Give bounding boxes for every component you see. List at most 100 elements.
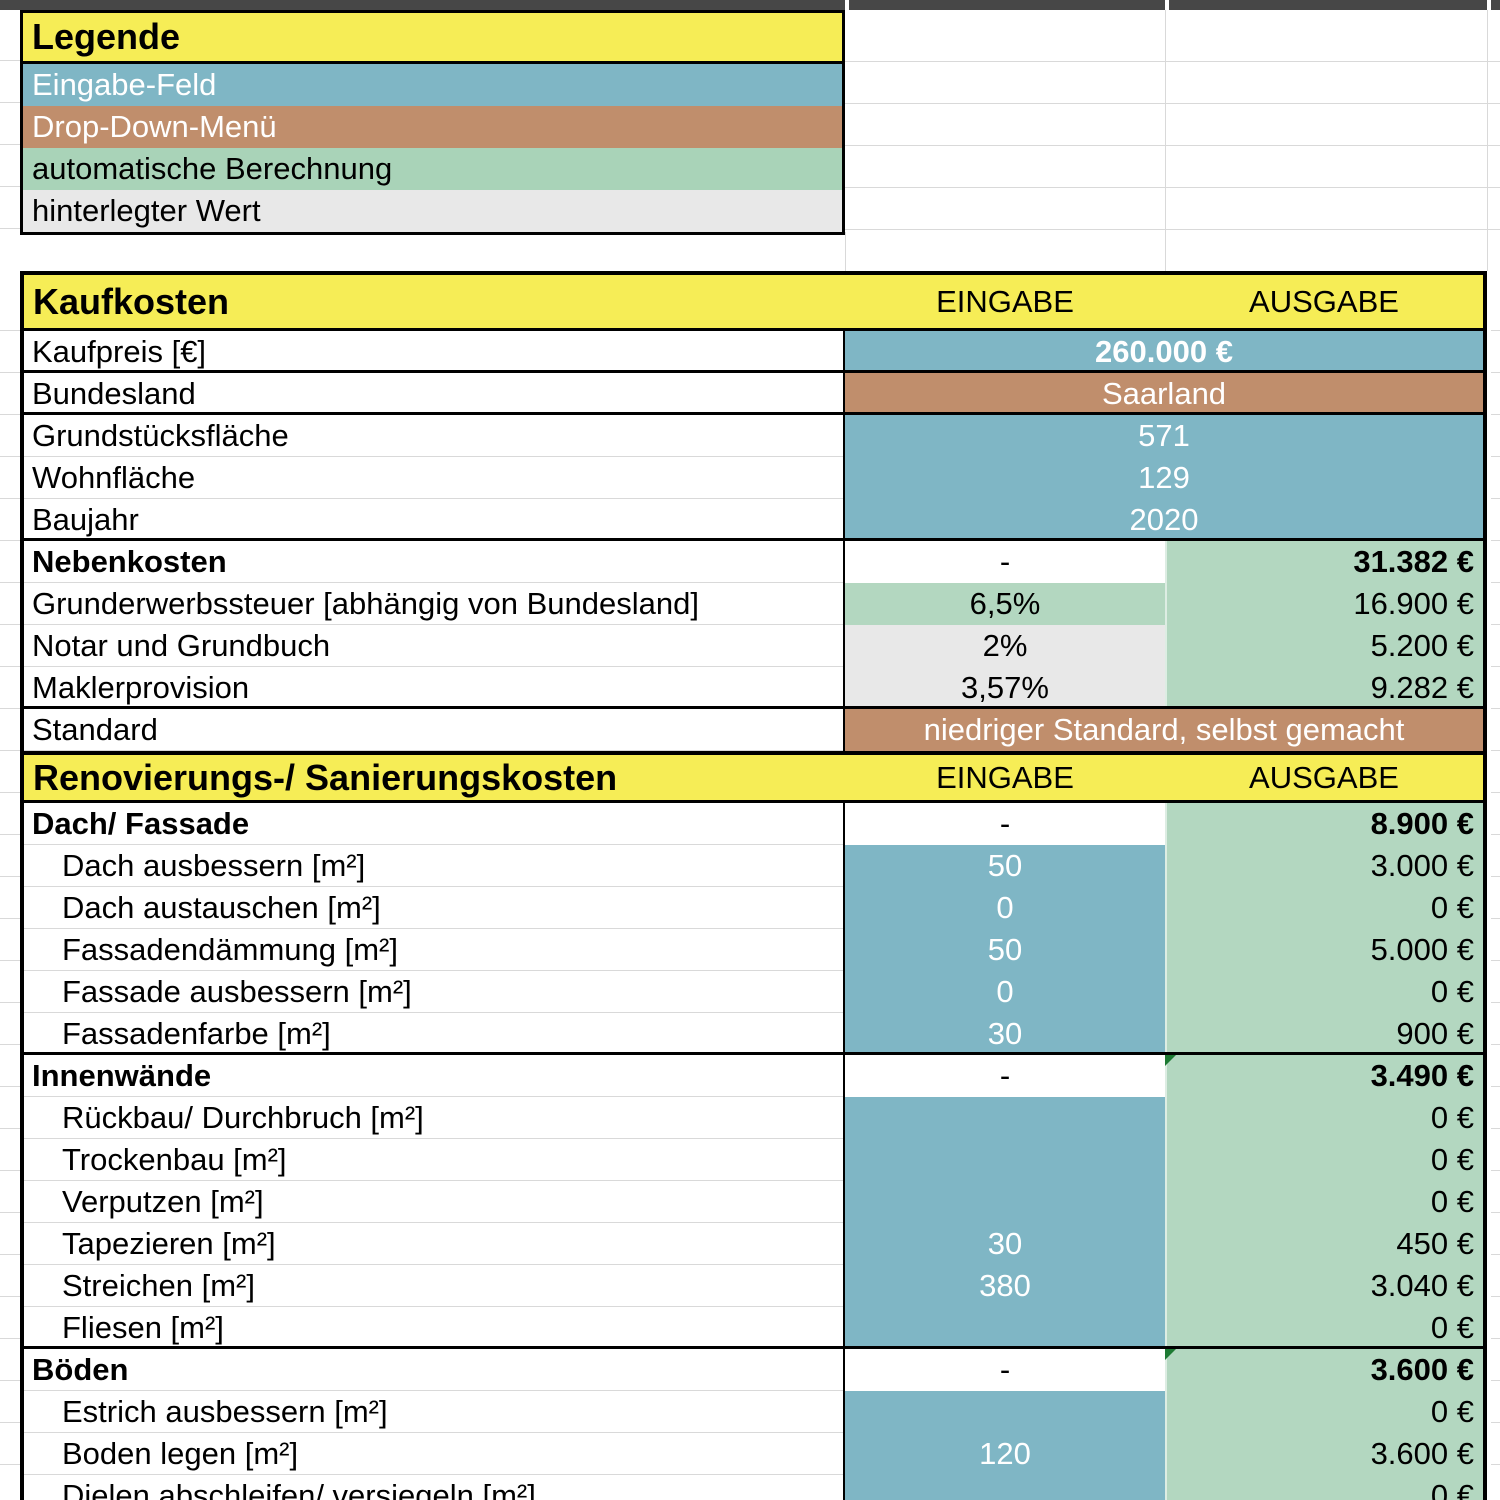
table-row: Verputzen [m²] 0 € [24,1181,1483,1223]
dach-ausbessern-ausgabe: 3.000 € [1165,845,1483,887]
dielen-abschleifen-input[interactable] [845,1475,1165,1500]
gridline [845,61,1500,62]
row-label: Standard [24,709,845,751]
tapezieren-ausgabe: 450 € [1165,1223,1483,1265]
table-row: Rückbau/ Durchbruch [m²] 0 € [24,1097,1483,1139]
column-header-ausgabe: AUSGABE [1249,759,1399,795]
column-header-eingabe: EINGABE [936,759,1074,795]
row-label: Fassadendämmung [m²] [24,929,845,971]
row-label: Fassadenfarbe [m²] [24,1013,845,1055]
trockenbau-ausgabe: 0 € [1165,1139,1483,1181]
fassade-ausbessern-ausgabe: 0 € [1165,971,1483,1013]
row-label: Dach ausbessern [m²] [24,845,845,887]
notar-ausgabe: 5.200 € [1165,625,1483,667]
legend-box: Legende Eingabe-Feld Drop-Down-Menü auto… [20,10,845,235]
table-row: Trockenbau [m²] 0 € [24,1139,1483,1181]
sheet-top-strip [1169,0,1487,10]
sheet-top-strip [0,0,845,10]
row-label: Dach/ Fassade [24,803,845,845]
table-row: Fassadendämmung [m²] 50 5.000 € [24,929,1483,971]
dach-fassade-ausgabe: 8.900 € [1165,803,1483,845]
row-label: Böden [24,1349,845,1391]
row-label: Grundstücksfläche [24,415,845,457]
row-label: Nebenkosten [24,541,845,583]
boden-legen-input[interactable]: 120 [845,1433,1165,1475]
fassadendaemmung-input[interactable]: 50 [845,929,1165,971]
maklerprovision-ausgabe: 9.282 € [1165,667,1483,709]
row-label: Bundesland [24,373,845,415]
streichen-input[interactable]: 380 [845,1265,1165,1307]
fassadenfarbe-ausgabe: 900 € [1165,1013,1483,1055]
section-title: Kaufkosten [33,280,230,322]
dach-ausbessern-input[interactable]: 50 [845,845,1165,887]
row-label: Trockenbau [m²] [24,1139,845,1181]
table-row: Fassadenfarbe [m²] 30 900 € [24,1013,1483,1055]
fassade-ausbessern-input[interactable]: 0 [845,971,1165,1013]
section-title: Renovierungs-/ Sanierungskosten [33,756,618,798]
row-label: Estrich ausbessern [m²] [24,1391,845,1433]
estrich-ausbessern-input[interactable] [845,1391,1165,1433]
fassadendaemmung-ausgabe: 5.000 € [1165,929,1483,971]
gridline [1165,10,1166,271]
gridline [0,289,20,1500]
table-row: Boden legen [m²] 120 3.600 € [24,1433,1483,1475]
dach-austauschen-ausgabe: 0 € [1165,887,1483,929]
standard-dropdown[interactable]: niedriger Standard, selbst gemacht [845,709,1483,751]
innenwaende-ausgabe: 3.490 € [1165,1055,1483,1097]
bundesland-dropdown[interactable]: Saarland [845,373,1483,415]
sheet-top-strip [1491,0,1500,10]
kaufkosten-table: Kaufkosten EINGABE AUSGABE Kaufpreis [€]… [20,271,1487,751]
legend-item-automatic-calculation: automatische Berechnung [23,148,842,190]
trockenbau-input[interactable] [845,1139,1165,1181]
table-row: Dach/ Fassade - 8.900 € [24,803,1483,845]
table-row: Dach austauschen [m²] 0 0 € [24,887,1483,929]
dach-austauschen-input[interactable]: 0 [845,887,1165,929]
baujahr-input[interactable]: 2020 [845,499,1483,541]
estrich-ausbessern-ausgabe: 0 € [1165,1391,1483,1433]
gridline [845,232,846,271]
kaufpreis-input[interactable]: 260.000 € [845,331,1483,373]
table-row: Grunderwerbssteuer [abhängig von Bundesl… [24,583,1483,625]
row-label: Rückbau/ Durchbruch [m²] [24,1097,845,1139]
row-label: Dielen abschleifen/ versiegeln [m²] [24,1475,845,1500]
legend-item-dropdown-menu: Drop-Down-Menü [23,106,842,148]
legend-item-label: hinterlegter Wert [32,193,261,228]
gridline [845,103,1500,104]
fliesen-input[interactable] [845,1307,1165,1349]
row-label: Innenwände [24,1055,845,1097]
table-row: Wohnfläche 129 [24,457,1483,499]
fassadenfarbe-input[interactable]: 30 [845,1013,1165,1055]
row-label: Fassade ausbessern [m²] [24,971,845,1013]
verputzen-ausgabe: 0 € [1165,1181,1483,1223]
table-row: Standard niedriger Standard, selbst gema… [24,709,1483,751]
wohnflaeche-input[interactable]: 129 [845,457,1483,499]
kaufkosten-header: Kaufkosten EINGABE AUSGABE [24,275,1483,331]
sheet-top-strip [849,0,1165,10]
innenwaende-eingabe: - [999,1058,1011,1093]
tapezieren-input[interactable]: 30 [845,1223,1165,1265]
grundstuecksflaeche-input[interactable]: 571 [845,415,1483,457]
row-label: Streichen [m²] [24,1265,845,1307]
gridline [845,229,1500,230]
rueckbau-durchbruch-ausgabe: 0 € [1165,1097,1483,1139]
row-label: Grunderwerbssteuer [abhängig von Bundesl… [24,583,845,625]
row-label: Wohnfläche [24,457,845,499]
streichen-ausgabe: 3.040 € [1165,1265,1483,1307]
grunderwerbssteuer-ausgabe: 16.900 € [1165,583,1483,625]
row-label: Dach austauschen [m²] [24,887,845,929]
table-row: Estrich ausbessern [m²] 0 € [24,1391,1483,1433]
column-header-ausgabe: AUSGABE [1249,283,1399,319]
verputzen-input[interactable] [845,1181,1165,1223]
row-label: Notar und Grundbuch [24,625,845,667]
table-row: Kaufpreis [€] 260.000 € [24,331,1483,373]
table-row: Böden - 3.600 € [24,1349,1483,1391]
table-row: Bundesland Saarland [24,373,1483,415]
nebenkosten-eingabe: - [999,544,1011,579]
boden-legen-ausgabe: 3.600 € [1165,1433,1483,1475]
legend-title: Legende [23,13,842,64]
table-row: Grundstücksfläche 571 [24,415,1483,457]
gridline [845,145,1500,146]
table-row: Maklerprovision 3,57% 9.282 € [24,667,1483,709]
rueckbau-durchbruch-input[interactable] [845,1097,1165,1139]
table-row: Fliesen [m²] 0 € [24,1307,1483,1349]
